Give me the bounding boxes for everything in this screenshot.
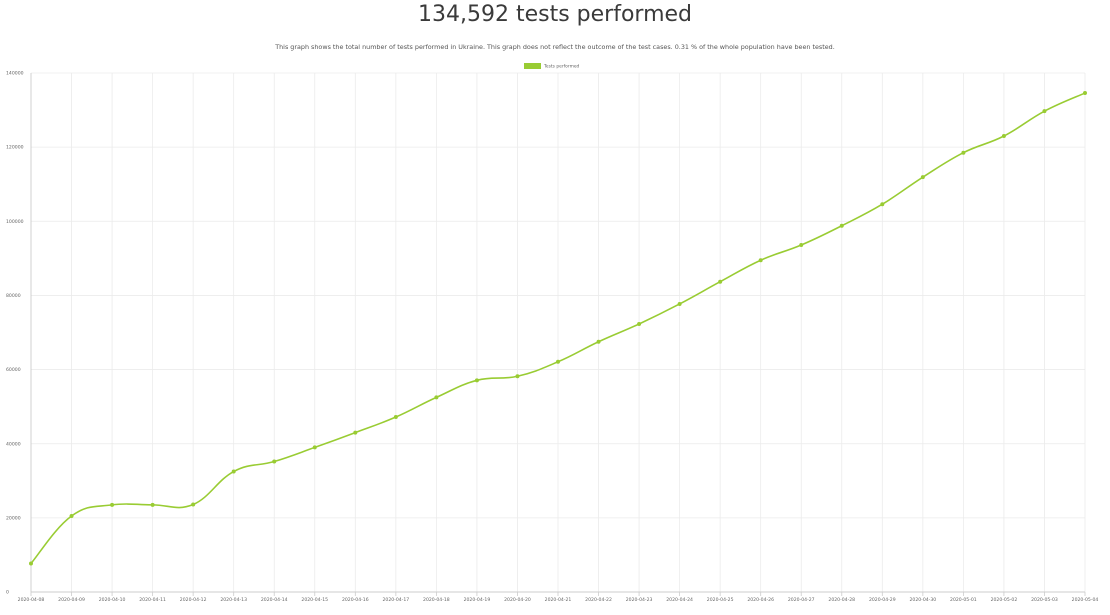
data-point[interactable]	[515, 374, 520, 379]
data-point[interactable]	[191, 502, 196, 507]
x-tick-label: 2020-05-04	[1072, 597, 1099, 603]
data-point[interactable]	[758, 258, 763, 263]
x-tick-label: 2020-05-02	[991, 597, 1018, 603]
x-tick-label: 2020-04-24	[666, 597, 693, 603]
x-tick-label: 2020-04-11	[139, 597, 166, 603]
x-tick-label: 2020-04-13	[220, 597, 247, 603]
x-tick-label: 2020-04-27	[788, 597, 815, 603]
x-tick-label: 2020-04-21	[545, 597, 572, 603]
data-point[interactable]	[1042, 109, 1047, 114]
x-tick-label: 2020-04-18	[423, 597, 450, 603]
x-tick-label: 2020-04-25	[707, 597, 734, 603]
data-point[interactable]	[272, 459, 277, 464]
data-point[interactable]	[434, 395, 439, 400]
data-point[interactable]	[312, 445, 317, 450]
x-tick-label: 2020-05-03	[1031, 597, 1058, 603]
data-point[interactable]	[920, 175, 925, 180]
data-point[interactable]	[880, 202, 885, 207]
data-point[interactable]	[677, 301, 682, 306]
y-tick-label: 80000	[6, 293, 21, 299]
data-point[interactable]	[69, 514, 74, 519]
axes: 0 20000 40000 60000 80000 100000 120000 140000 2…	[6, 71, 1098, 603]
x-tick-label: 2020-04-20	[504, 597, 531, 603]
x-tick-label: 2020-04-23	[626, 597, 653, 603]
x-tick-label: 2020-04-30	[909, 597, 936, 603]
y-tick-label: 20000	[6, 515, 21, 521]
y-tick-label: 60000	[6, 367, 21, 373]
y-tick-label: 120000	[6, 145, 24, 151]
x-tick-label: 2020-04-12	[180, 597, 207, 603]
legend: Tests performed	[524, 63, 580, 70]
x-tick-label: 2020-04-26	[747, 597, 774, 603]
chart-subtitle: This graph shows the total number of tes…	[275, 43, 835, 51]
data-point[interactable]	[474, 378, 479, 383]
data-point[interactable]	[110, 502, 115, 507]
data-point[interactable]	[1001, 134, 1006, 139]
x-tick-label: 2020-04-19	[464, 597, 491, 603]
data-point[interactable]	[150, 502, 155, 507]
data-point[interactable]	[718, 279, 723, 284]
x-tick-label: 2020-04-28	[828, 597, 855, 603]
data-point[interactable]	[231, 469, 236, 474]
legend-swatch	[524, 63, 541, 69]
data-point[interactable]	[799, 243, 804, 248]
x-tick-label: 2020-04-15	[301, 597, 328, 603]
data-point[interactable]	[353, 430, 358, 435]
data-point[interactable]	[393, 415, 398, 420]
data-points	[29, 91, 1087, 566]
data-point[interactable]	[1083, 91, 1087, 96]
data-point[interactable]	[961, 150, 966, 155]
data-point[interactable]	[637, 321, 642, 326]
data-point[interactable]	[839, 223, 844, 228]
y-tick-label: 0	[6, 590, 9, 596]
y-tick-label: 40000	[6, 441, 21, 447]
legend-label: Tests performed	[543, 64, 580, 70]
data-point[interactable]	[556, 359, 560, 364]
y-tick-label: 100000	[6, 219, 24, 225]
page-title: 134,592 tests performed	[417, 2, 692, 27]
x-tick-label: 2020-05-01	[950, 597, 977, 603]
data-point[interactable]	[29, 561, 33, 566]
x-tick-label: 2020-04-16	[342, 597, 369, 603]
y-tick-label: 140000	[6, 71, 24, 77]
x-tick-label: 2020-04-22	[585, 597, 612, 603]
data-point[interactable]	[596, 339, 601, 344]
grid-lines	[30, 72, 1086, 593]
x-tick-label: 2020-04-17	[382, 597, 409, 603]
x-tick-label: 2020-04-10	[99, 597, 126, 603]
x-tick-label: 2020-04-09	[58, 597, 85, 603]
x-tick-label: 2020-04-14	[261, 597, 288, 603]
x-tick-label: 2020-04-29	[869, 597, 896, 603]
x-tick-label: 2020-04-08	[18, 597, 45, 603]
